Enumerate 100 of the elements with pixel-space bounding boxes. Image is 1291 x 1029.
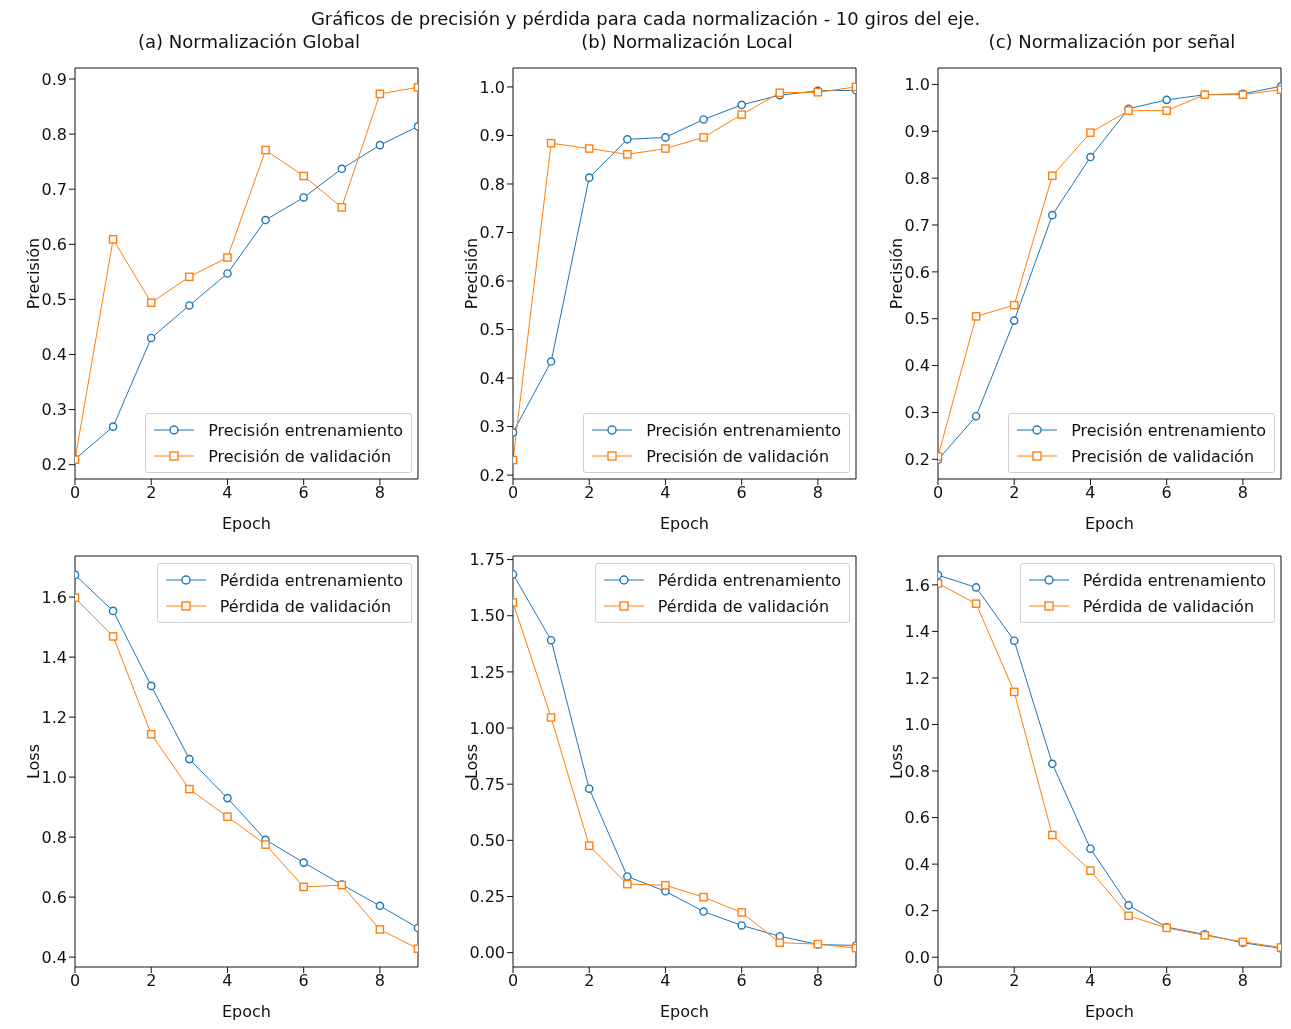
y-tick-label: 0.0 xyxy=(904,947,930,967)
x-tick-label: 8 xyxy=(374,971,385,991)
x-axis-title: Epoch xyxy=(1085,1002,1134,1021)
y-tick-label: 0.8 xyxy=(904,761,930,781)
legend-label: Pérdida de validación xyxy=(657,596,830,616)
y-tick-label: 1.25 xyxy=(469,662,505,682)
legend-label: Precisión entrenamiento xyxy=(646,420,841,440)
x-tick-label: 4 xyxy=(222,971,233,991)
y-tick-label: 0.7 xyxy=(41,179,67,199)
y-tick-label: 0.8 xyxy=(41,827,67,847)
x-axis-title: Epoch xyxy=(660,1002,709,1021)
y-tick-label: 1.2 xyxy=(41,707,67,727)
x-tick-label: 2 xyxy=(1009,971,1020,991)
x-tick-label: 0 xyxy=(932,971,944,991)
y-tick-label: 0.8 xyxy=(479,174,505,194)
x-axis-title: Epoch xyxy=(660,514,709,533)
chart-title: (b) Normalización Local xyxy=(580,31,794,54)
y-axis-title: Precisión xyxy=(886,237,906,310)
y-tick-label: 1.6 xyxy=(904,575,930,595)
legend-label: Precisión de validación xyxy=(1071,446,1255,466)
y-axis-title: Loss xyxy=(23,743,43,780)
legend-label: Pérdida entrenamiento xyxy=(219,570,403,590)
y-axis-title: Precisión xyxy=(23,237,43,310)
x-tick-label: 8 xyxy=(374,483,385,503)
y-axis-title: Precisión xyxy=(461,237,481,310)
y-tick-label: 0.00 xyxy=(469,943,505,963)
y-tick-label: 0.7 xyxy=(479,223,505,243)
chart-title: (c) Normalización por señal xyxy=(987,31,1237,54)
x-tick-label: 4 xyxy=(660,483,671,503)
y-axis-title: Loss xyxy=(886,743,906,780)
y-tick-label: 1.0 xyxy=(904,715,930,735)
y-tick-label: 0.50 xyxy=(469,831,505,851)
y-tick-label: 0.3 xyxy=(479,417,505,437)
y-tick-label: 1.50 xyxy=(469,606,505,626)
y-tick-label: 0.25 xyxy=(469,887,505,907)
y-tick-label: 0.2 xyxy=(41,455,67,475)
y-tick-label: 1.0 xyxy=(479,77,505,97)
y-tick-label: 0.2 xyxy=(904,450,930,469)
y-tick-label: 0.7 xyxy=(904,215,930,235)
y-tick-label: 0.5 xyxy=(479,320,505,340)
x-tick-label: 6 xyxy=(1161,971,1172,991)
x-tick-label: 2 xyxy=(584,483,595,503)
y-tick-label: 0.6 xyxy=(41,887,67,907)
x-tick-label: 0 xyxy=(69,971,81,991)
x-tick-label: 4 xyxy=(1085,483,1096,503)
legend-label: Pérdida de validación xyxy=(219,596,392,616)
y-tick-label: 1.0 xyxy=(41,767,67,787)
y-tick-label: 0.3 xyxy=(904,403,930,423)
y-tick-label: 0.9 xyxy=(41,69,67,89)
y-tick-label: 0.4 xyxy=(479,368,505,388)
y-tick-label: 1.00 xyxy=(469,718,505,738)
y-tick-label: 0.4 xyxy=(904,356,930,376)
x-tick-label: 2 xyxy=(146,971,157,991)
legend-label: Precisión de validación xyxy=(208,446,392,466)
x-axis-title: Epoch xyxy=(1085,514,1134,533)
y-tick-label: 0.6 xyxy=(904,262,930,282)
x-tick-label: 0 xyxy=(932,483,944,503)
y-tick-label: 0.8 xyxy=(904,168,930,188)
x-tick-label: 6 xyxy=(1161,483,1172,503)
y-tick-label: 1.2 xyxy=(904,668,930,688)
text: Gráficos de precisión y pérdida para cada normalización - 10 giros del eje. xyxy=(309,8,982,29)
x-tick-label: 0 xyxy=(507,971,519,991)
legend-label: Precisión de validación xyxy=(646,446,830,466)
x-tick-label: 2 xyxy=(146,483,157,503)
legend-label: Pérdida entrenamiento xyxy=(657,570,841,590)
legend-label: Pérdida entrenamiento xyxy=(1082,570,1266,590)
x-tick-label: 6 xyxy=(736,971,747,991)
x-tick-label: 0 xyxy=(507,483,519,503)
y-tick-label: 0.3 xyxy=(41,400,67,420)
y-tick-label: 1.0 xyxy=(904,75,930,95)
x-tick-label: 2 xyxy=(1009,483,1020,503)
y-tick-label: 0.6 xyxy=(479,271,505,291)
y-tick-label: 0.5 xyxy=(904,309,930,329)
x-tick-label: 2 xyxy=(584,971,595,991)
x-tick-label: 6 xyxy=(298,971,309,991)
x-tick-label: 6 xyxy=(298,483,309,503)
y-tick-label: 0.2 xyxy=(479,465,505,485)
x-tick-label: 4 xyxy=(222,483,233,503)
legend-label: Pérdida de validación xyxy=(1082,596,1255,616)
x-tick-label: 8 xyxy=(1237,483,1248,503)
y-tick-label: 0.4 xyxy=(41,345,67,365)
y-tick-label: 1.6 xyxy=(41,587,67,607)
y-tick-label: 0.9 xyxy=(479,126,505,146)
x-tick-label: 8 xyxy=(1237,971,1248,991)
x-tick-label: 0 xyxy=(69,483,81,503)
x-tick-label: 8 xyxy=(812,483,823,503)
x-axis-title: Epoch xyxy=(222,514,271,533)
y-tick-label: 1.4 xyxy=(904,622,930,642)
y-tick-label: 0.5 xyxy=(41,290,67,310)
x-tick-label: 4 xyxy=(1085,971,1096,991)
x-axis-title: Epoch xyxy=(222,1002,271,1021)
legend-label: Precisión entrenamiento xyxy=(208,420,403,440)
y-tick-label: 0.4 xyxy=(904,854,930,874)
legend-label: Precisión entrenamiento xyxy=(1071,420,1266,440)
y-tick-label: 0.6 xyxy=(41,234,67,254)
x-tick-label: 6 xyxy=(736,483,747,503)
y-tick-label: 0.6 xyxy=(904,808,930,828)
y-tick-label: 1.75 xyxy=(469,550,505,570)
x-tick-label: 8 xyxy=(812,971,823,991)
y-tick-label: 0.8 xyxy=(41,124,67,144)
